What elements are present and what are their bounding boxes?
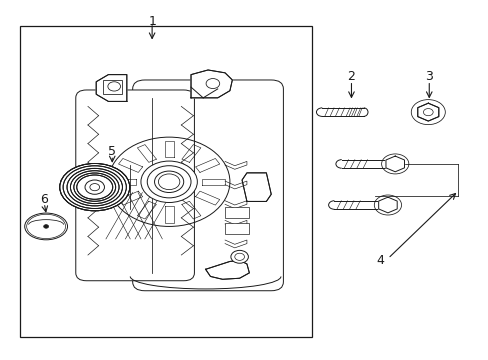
Circle shape	[141, 161, 197, 203]
Polygon shape	[378, 197, 396, 213]
Text: 1: 1	[148, 14, 156, 27]
FancyBboxPatch shape	[132, 80, 283, 291]
Circle shape	[158, 174, 180, 190]
Polygon shape	[385, 156, 404, 172]
Circle shape	[90, 184, 100, 191]
Polygon shape	[242, 173, 271, 202]
Text: 2: 2	[347, 70, 355, 83]
Polygon shape	[96, 75, 126, 102]
Polygon shape	[191, 70, 232, 98]
Polygon shape	[417, 103, 438, 121]
Bar	[20, 26, 311, 337]
Circle shape	[230, 250, 248, 263]
Bar	[224, 207, 249, 217]
Circle shape	[234, 253, 244, 260]
Polygon shape	[205, 260, 249, 279]
FancyBboxPatch shape	[76, 90, 194, 281]
Circle shape	[154, 171, 183, 193]
Text: 6: 6	[40, 193, 48, 206]
Circle shape	[205, 78, 219, 89]
Circle shape	[43, 225, 48, 228]
Ellipse shape	[60, 163, 129, 211]
Circle shape	[85, 180, 104, 194]
Ellipse shape	[25, 213, 67, 240]
Circle shape	[147, 166, 191, 198]
Bar	[224, 223, 249, 234]
Text: 5: 5	[108, 145, 116, 158]
Circle shape	[108, 82, 120, 91]
Text: 4: 4	[376, 254, 384, 267]
Bar	[103, 80, 122, 94]
Text: 3: 3	[425, 70, 432, 83]
Circle shape	[423, 109, 432, 116]
